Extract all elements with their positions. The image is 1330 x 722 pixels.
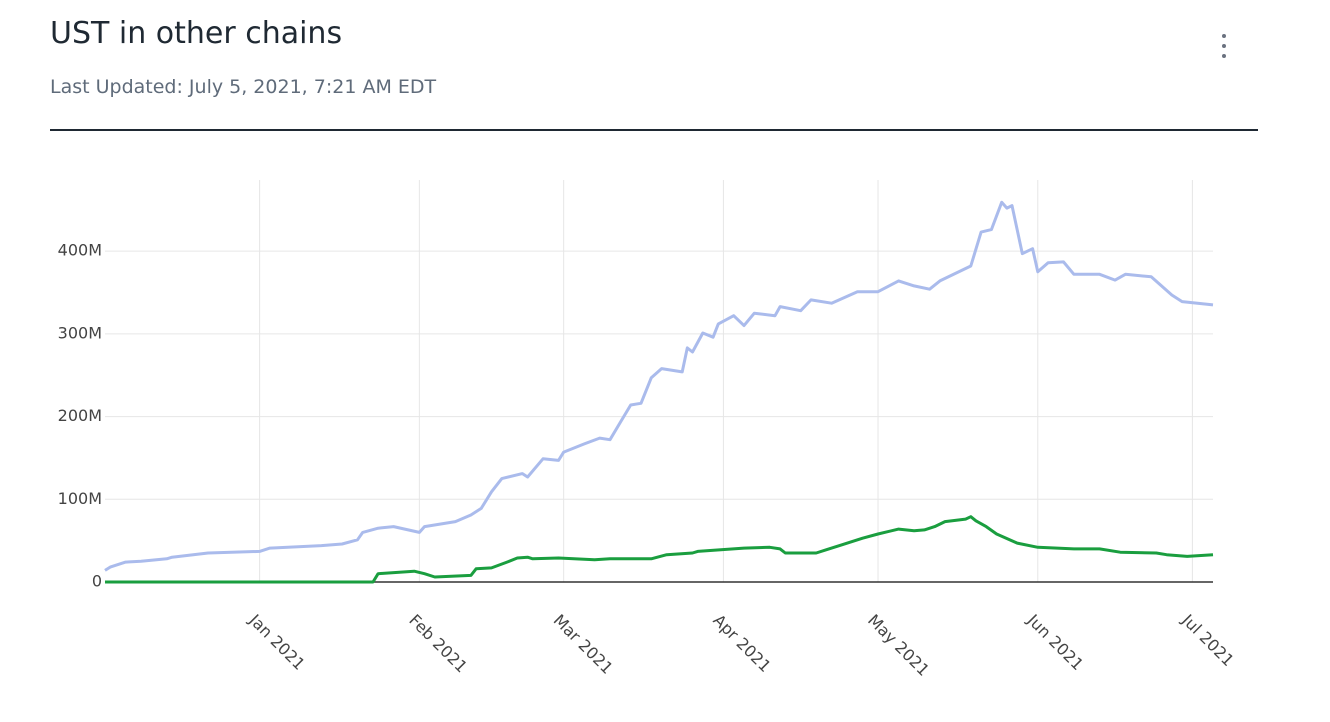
y-tick-label: 400M — [58, 241, 102, 260]
x-tick-label: Jul 2021 — [1178, 610, 1238, 670]
subtitle: Last Updated: July 5, 2021, 7:21 AM EDT — [50, 76, 437, 98]
y-tick-label: 300M — [58, 323, 102, 342]
x-tick-label: Jan 2021 — [245, 610, 309, 674]
line — [105, 515, 1214, 584]
x-tick-label: Apr 2021 — [709, 611, 774, 676]
x-tick-label: Feb 2021 — [405, 611, 471, 677]
x-tick-label: May 2021 — [864, 611, 933, 680]
more-menu[interactable] — [1212, 30, 1236, 62]
y-tick-label: 100M — [58, 489, 102, 508]
x-tick-label: Jun 2021 — [1023, 610, 1087, 674]
y-tick-label: 200M — [58, 406, 102, 425]
x-tick-label: Mar 2021 — [550, 611, 617, 678]
title: UST in other chains — [50, 16, 343, 51]
line — [104, 200, 1214, 572]
y-tick-label: 0 — [92, 572, 102, 591]
divider — [50, 129, 1258, 131]
